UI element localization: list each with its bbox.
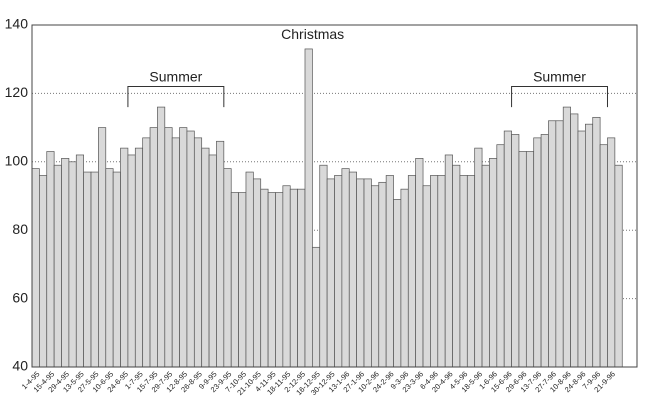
- bar: [585, 123, 594, 368]
- bar: [334, 175, 343, 368]
- bar: [230, 192, 239, 368]
- plot-frame: [31, 24, 638, 368]
- bar: [548, 120, 557, 368]
- bar: [31, 168, 40, 368]
- bar: [400, 188, 409, 368]
- bar: [312, 246, 321, 368]
- y-tick-label: 80: [12, 221, 28, 237]
- bar: [393, 199, 402, 368]
- y-tick-label: 100: [5, 153, 29, 169]
- bar: [105, 168, 114, 368]
- bar: [201, 147, 210, 368]
- bar: [275, 192, 284, 368]
- bar: [452, 164, 461, 368]
- bar: [525, 151, 535, 368]
- bar: [459, 175, 468, 368]
- bar: [430, 175, 439, 368]
- bar: [592, 116, 601, 368]
- annotation-bracket: [127, 86, 225, 108]
- bar: [39, 175, 48, 368]
- bar: [415, 158, 424, 368]
- bar: [570, 113, 579, 368]
- bar: [223, 168, 232, 368]
- y-tick-label: 140: [5, 16, 29, 32]
- bar: [607, 137, 616, 368]
- bar: [297, 188, 306, 368]
- bar: [179, 127, 188, 368]
- bar: [208, 154, 217, 368]
- bar: [474, 147, 483, 368]
- y-tick-label: 120: [5, 84, 29, 100]
- bar: [142, 137, 151, 368]
- bar: [378, 181, 387, 368]
- bar: [489, 158, 498, 368]
- bar: [304, 48, 313, 368]
- annotation: Christmas: [281, 26, 344, 42]
- bar: [186, 130, 195, 368]
- bar: [193, 137, 203, 368]
- bar: [496, 144, 505, 368]
- bar: [127, 154, 136, 368]
- bar: [245, 171, 254, 368]
- bar: [216, 140, 225, 368]
- bar: [422, 185, 431, 368]
- bar: [267, 192, 276, 368]
- bar: [518, 151, 527, 368]
- bar: [363, 178, 372, 368]
- y-tick-label: 60: [12, 289, 28, 305]
- bar: [164, 127, 173, 368]
- bar: [134, 147, 144, 368]
- bar: [252, 178, 262, 368]
- bar: [577, 130, 586, 368]
- bar: [562, 106, 571, 368]
- bar: [555, 120, 564, 368]
- bar: [371, 185, 380, 368]
- bar: [61, 158, 70, 368]
- bar: [171, 137, 180, 368]
- y-tick-label: 40: [12, 358, 28, 374]
- bar: [149, 127, 158, 368]
- bar: [53, 164, 62, 368]
- bar: [385, 175, 394, 368]
- annotation: Summer: [533, 69, 586, 85]
- bar: [407, 175, 417, 368]
- bar: [356, 178, 365, 368]
- bar: [503, 130, 512, 368]
- bar: [481, 164, 490, 368]
- annotation-bracket: [511, 86, 608, 108]
- bar: [599, 144, 608, 368]
- bar: [120, 147, 129, 368]
- bar: [260, 188, 269, 368]
- bar: [466, 175, 476, 368]
- bar: [68, 161, 77, 368]
- bar: [98, 127, 107, 368]
- bar: [511, 134, 520, 368]
- bar: [112, 171, 121, 368]
- bar: [282, 185, 291, 368]
- bar: [444, 154, 453, 368]
- bar: [83, 171, 92, 368]
- bar: [614, 164, 623, 368]
- annotation: Summer: [149, 69, 202, 85]
- bar: [319, 164, 328, 368]
- bar: [533, 137, 542, 368]
- bar: [75, 154, 84, 368]
- bar: [157, 106, 166, 368]
- bar: [341, 168, 350, 368]
- bar: [348, 171, 357, 368]
- bar: [540, 134, 549, 368]
- bar: [326, 178, 335, 368]
- bar: [46, 151, 55, 368]
- bar: [238, 192, 247, 368]
- bar: [437, 175, 446, 368]
- bar: [289, 188, 298, 368]
- bar: [90, 171, 99, 368]
